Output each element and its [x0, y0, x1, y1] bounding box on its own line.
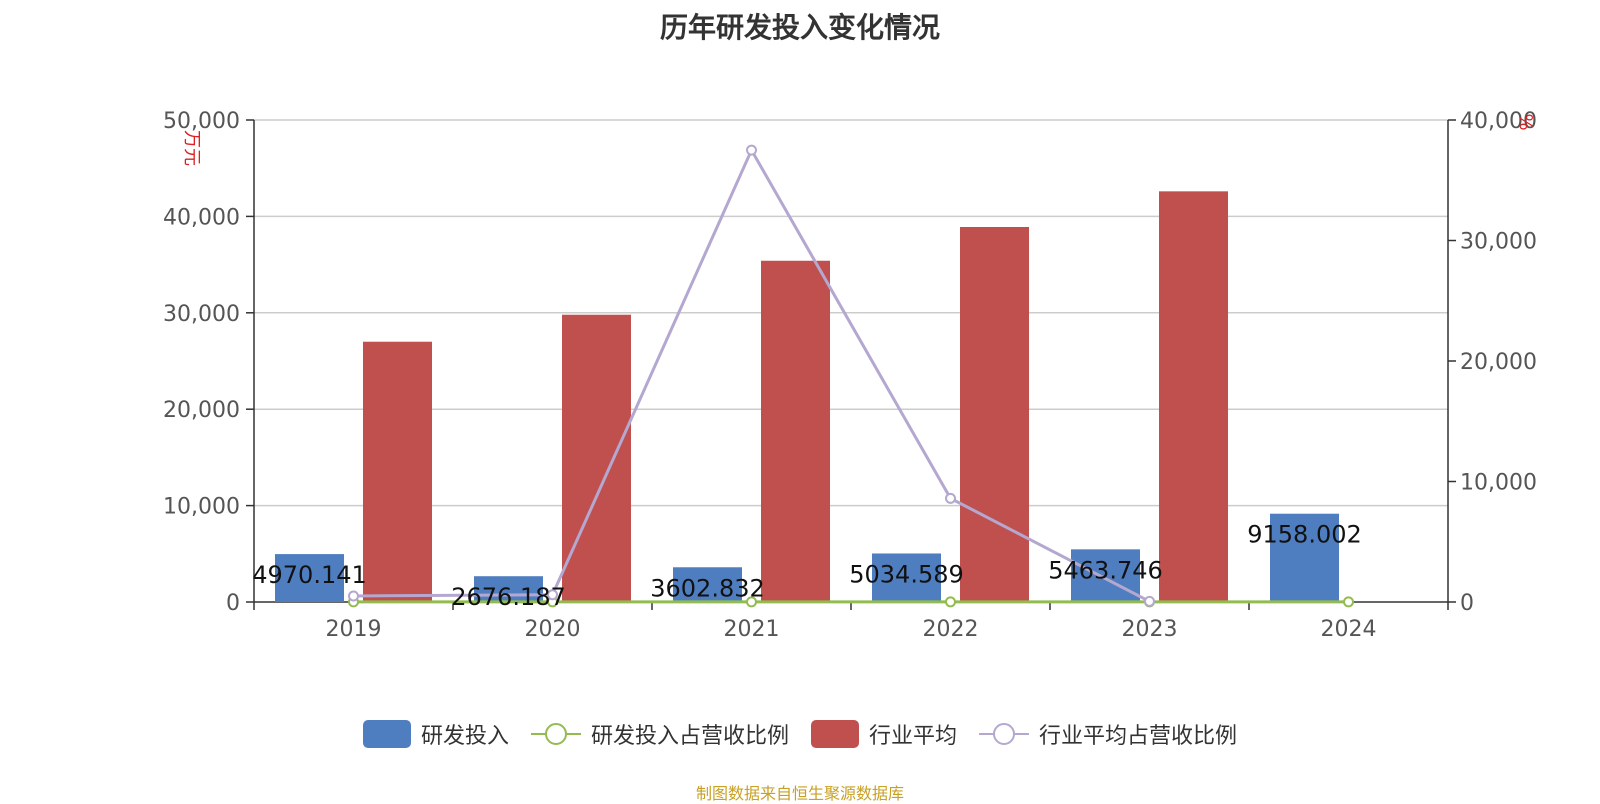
x-tick-label: 2019	[326, 617, 382, 642]
legend-item-rd-investment[interactable]: 研发投入	[362, 718, 509, 750]
y-right-tick-label: 30,000	[1460, 230, 1537, 255]
bar	[673, 567, 742, 602]
y-left-tick-label: 20,000	[163, 398, 240, 423]
y-right-axis-label: %	[1515, 113, 1536, 130]
bar	[761, 260, 830, 602]
line-point	[746, 596, 757, 608]
legend-label-industry-average: 行业平均	[869, 724, 958, 749]
bar-layer	[275, 191, 1339, 602]
line-point	[1343, 596, 1354, 608]
legend-item-rd-ratio[interactable]: 研发投入占营收比例	[530, 718, 789, 750]
legend-swatch-rd-investment	[362, 720, 411, 748]
data-label: 9158.002	[1247, 521, 1362, 549]
y-left-tick-label: 10,000	[163, 495, 240, 520]
bar	[474, 576, 543, 602]
y-left-tick-label: 50,000	[163, 109, 240, 134]
line-point	[1144, 595, 1155, 607]
bar	[872, 553, 941, 602]
legend-swatch-industry-ratio	[979, 723, 1030, 745]
legend-swatch-rd-ratio	[530, 723, 581, 745]
bar	[1270, 513, 1339, 602]
line-point	[945, 492, 956, 504]
data-label: 5463.746	[1048, 556, 1163, 584]
legend-marker	[993, 723, 1016, 745]
line-point	[547, 589, 558, 601]
source-note: 制图数据来自恒生聚源数据库	[695, 784, 904, 803]
data-label: 2676.187	[451, 583, 566, 611]
legend-label-industry-ratio: 行业平均占营收比例	[1039, 724, 1238, 749]
y-left-tick-label: 40,000	[163, 205, 240, 230]
line-layer	[348, 144, 1354, 608]
y-right-tick-label: 10,000	[1460, 471, 1537, 496]
data-label: 5034.589	[849, 560, 964, 588]
chart-title: 历年研发投入变化情况	[659, 11, 940, 44]
line-point	[945, 596, 956, 608]
x-tick-label: 2024	[1321, 617, 1377, 642]
x-tick-label: 2020	[525, 617, 581, 642]
y-right-tick-label: 0	[1460, 591, 1474, 616]
y-left-axis-label: 万元	[181, 130, 202, 166]
x-tick-label: 2022	[923, 617, 979, 642]
bar	[562, 314, 631, 602]
data-label: 4970.141	[252, 561, 367, 589]
bar	[960, 227, 1029, 602]
line-point	[746, 144, 757, 156]
series-line	[353, 146, 1151, 603]
legend-label-rd-investment: 研发投入	[420, 724, 509, 749]
axis-layer: 0 10,000 20,000 30,000 40,000 50,000 0 10,000 20…	[163, 109, 1537, 642]
legend-label-rd-ratio: 研发投入占营收比例	[590, 724, 789, 749]
y-right-tick-label: 20,000	[1460, 350, 1537, 375]
label-layer: 4970.141 2676.187 3602.832 5034.589 5463.746…	[252, 521, 1362, 611]
data-label: 3602.832	[650, 574, 765, 602]
legend: 研发投入 研发投入占营收比例 行业平均 行业平均占营收比例	[0, 718, 1600, 750]
grid-layer	[254, 119, 1448, 507]
legend-item-industry-average[interactable]: 行业平均	[811, 718, 957, 750]
line-point	[348, 590, 359, 602]
legend-marker	[544, 723, 567, 745]
legend-item-industry-ratio[interactable]: 行业平均占营收比例	[979, 718, 1237, 750]
x-tick-label: 2023	[1122, 617, 1178, 642]
bar	[275, 554, 344, 602]
x-tick-label: 2021	[724, 617, 780, 642]
legend-swatch-industry-average	[811, 720, 859, 748]
y-right-tick-label: 40,000	[1460, 109, 1537, 134]
y-left-tick-label: 30,000	[163, 302, 240, 327]
bar	[363, 341, 432, 602]
bar	[1159, 191, 1228, 602]
bar	[1071, 549, 1140, 602]
y-left-tick-label: 0	[226, 591, 240, 616]
